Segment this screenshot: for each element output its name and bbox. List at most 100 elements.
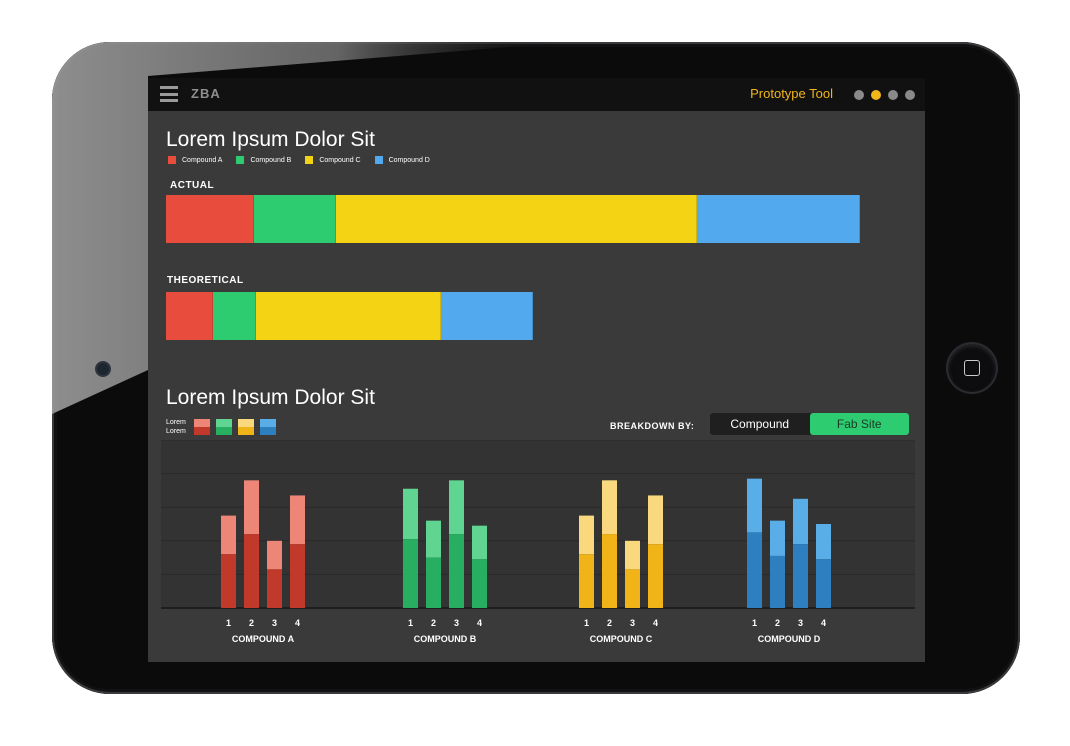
group-label: COMPOUND B [414, 634, 477, 644]
bar-segment-compound-b [254, 195, 336, 243]
top-bar: ZBA Prototype Tool [148, 78, 925, 111]
bar-base-4-4 [816, 559, 831, 608]
tick-label: 4 [653, 618, 658, 628]
home-button[interactable] [948, 344, 996, 392]
bar-top-3-2 [602, 480, 617, 535]
mini-swatch-b [215, 419, 232, 435]
group-label: COMPOUND C [590, 634, 653, 644]
theoretical-label: THEORETICAL [167, 275, 244, 286]
breakdown-toggle[interactable]: Compound Fab Site [710, 413, 909, 435]
tick-label: 1 [408, 618, 413, 628]
bar-segment-compound-d [697, 195, 860, 243]
legend-item-compound-a: Compound A [168, 156, 222, 164]
tick-label: 3 [630, 618, 635, 628]
app-name: ZBA [191, 86, 221, 101]
legend-item-compound-c: Compound C [305, 156, 361, 164]
lorem-legend-text: Lorem Lorem [166, 419, 186, 435]
bar-segment-compound-a [166, 292, 213, 340]
bar-top-3-4 [648, 495, 663, 545]
bar-segment-compound-b [213, 292, 256, 340]
bar-top-2-4 [472, 525, 487, 560]
bar-top-3-1 [579, 515, 594, 555]
plot-background [161, 440, 915, 608]
page-dot[interactable] [888, 90, 898, 100]
group-label: COMPOUND A [232, 634, 295, 644]
bar-base-3-1 [579, 554, 594, 608]
bar-base-2-4 [472, 559, 487, 608]
toggle-fab-site[interactable]: Fab Site [809, 413, 909, 435]
bar-top-1-2 [244, 480, 259, 535]
bar-base-4-3 [793, 544, 808, 608]
bar-base-2-3 [449, 534, 464, 608]
camera-icon [97, 363, 109, 375]
bar-base-1-3 [267, 569, 282, 608]
tick-label: 3 [798, 618, 803, 628]
toggle-compound[interactable]: Compound [730, 417, 790, 431]
bar-base-1-4 [290, 544, 305, 608]
bar-top-3-3 [625, 540, 640, 570]
tick-label: 1 [752, 618, 757, 628]
breakdown-label: BREAKDOWN BY: [610, 421, 695, 431]
legend-swatch [305, 156, 314, 164]
bar-base-3-3 [625, 569, 640, 608]
bar-top-2-2 [426, 520, 441, 558]
tick-label: 4 [295, 618, 300, 628]
lorem-legend: Lorem Lorem [166, 418, 276, 436]
compound-legend: Compound A Compound B Compound C Compoun… [168, 156, 430, 164]
page-dot[interactable] [871, 90, 881, 100]
tick-label: 2 [607, 618, 612, 628]
legend-swatch [374, 156, 383, 164]
theoretical-stacked-bar [166, 292, 533, 340]
bar-base-1-2 [244, 534, 259, 608]
page-dot[interactable] [905, 90, 915, 100]
bar-top-2-3 [449, 480, 464, 535]
bar-segment-compound-c [256, 292, 441, 340]
tablet-glare [52, 42, 572, 414]
tick-label: 2 [775, 618, 780, 628]
tick-label: 2 [431, 618, 436, 628]
actual-stacked-bar [166, 195, 860, 243]
hamburger-menu-icon[interactable] [160, 86, 178, 102]
bar-base-4-1 [747, 532, 762, 608]
bar-base-1-1 [221, 554, 236, 608]
section-title-composition: Lorem Ipsum Dolor Sit [166, 128, 375, 151]
bar-top-1-1 [221, 515, 236, 555]
page-dot[interactable] [854, 90, 864, 100]
tick-label: 3 [454, 618, 459, 628]
tool-name: Prototype Tool [750, 86, 833, 101]
mini-swatch-d [259, 419, 276, 435]
bar-top-2-1 [403, 488, 418, 540]
bar-base-3-4 [648, 544, 663, 608]
actual-label: ACTUAL [170, 180, 215, 191]
bar-top-4-3 [793, 498, 808, 545]
tick-label: 1 [584, 618, 589, 628]
bar-top-4-2 [770, 520, 785, 556]
legend-swatch [236, 156, 245, 164]
bar-top-1-3 [267, 540, 282, 570]
tick-label: 4 [821, 618, 826, 628]
bar-segment-compound-c [336, 195, 697, 243]
bar-top-1-4 [290, 495, 305, 545]
legend-item-compound-d: Compound D [374, 156, 430, 164]
mini-swatch-c [237, 419, 254, 435]
legend-swatch [168, 156, 176, 164]
tick-label: 3 [272, 618, 277, 628]
bar-segment-compound-d [441, 292, 533, 340]
tick-label: 1 [226, 618, 231, 628]
mini-swatch-a [193, 419, 210, 435]
bar-top-4-1 [747, 478, 762, 533]
legend-item-compound-b: Compound B [236, 156, 291, 164]
page-dots [854, 90, 915, 100]
section-title-breakdown: Lorem Ipsum Dolor Sit [166, 386, 375, 409]
bar-base-3-2 [602, 534, 617, 608]
tick-label: 4 [477, 618, 482, 628]
bar-base-2-1 [403, 539, 418, 608]
tick-label: 2 [249, 618, 254, 628]
group-label: COMPOUND D [758, 634, 821, 644]
app-screen: ZBA Prototype Tool Lorem Ipsum Dolor Sit… [148, 78, 925, 662]
bar-base-4-2 [770, 555, 785, 608]
bar-top-4-4 [816, 524, 831, 560]
bar-base-2-2 [426, 557, 441, 608]
bar-segment-compound-a [166, 195, 254, 243]
